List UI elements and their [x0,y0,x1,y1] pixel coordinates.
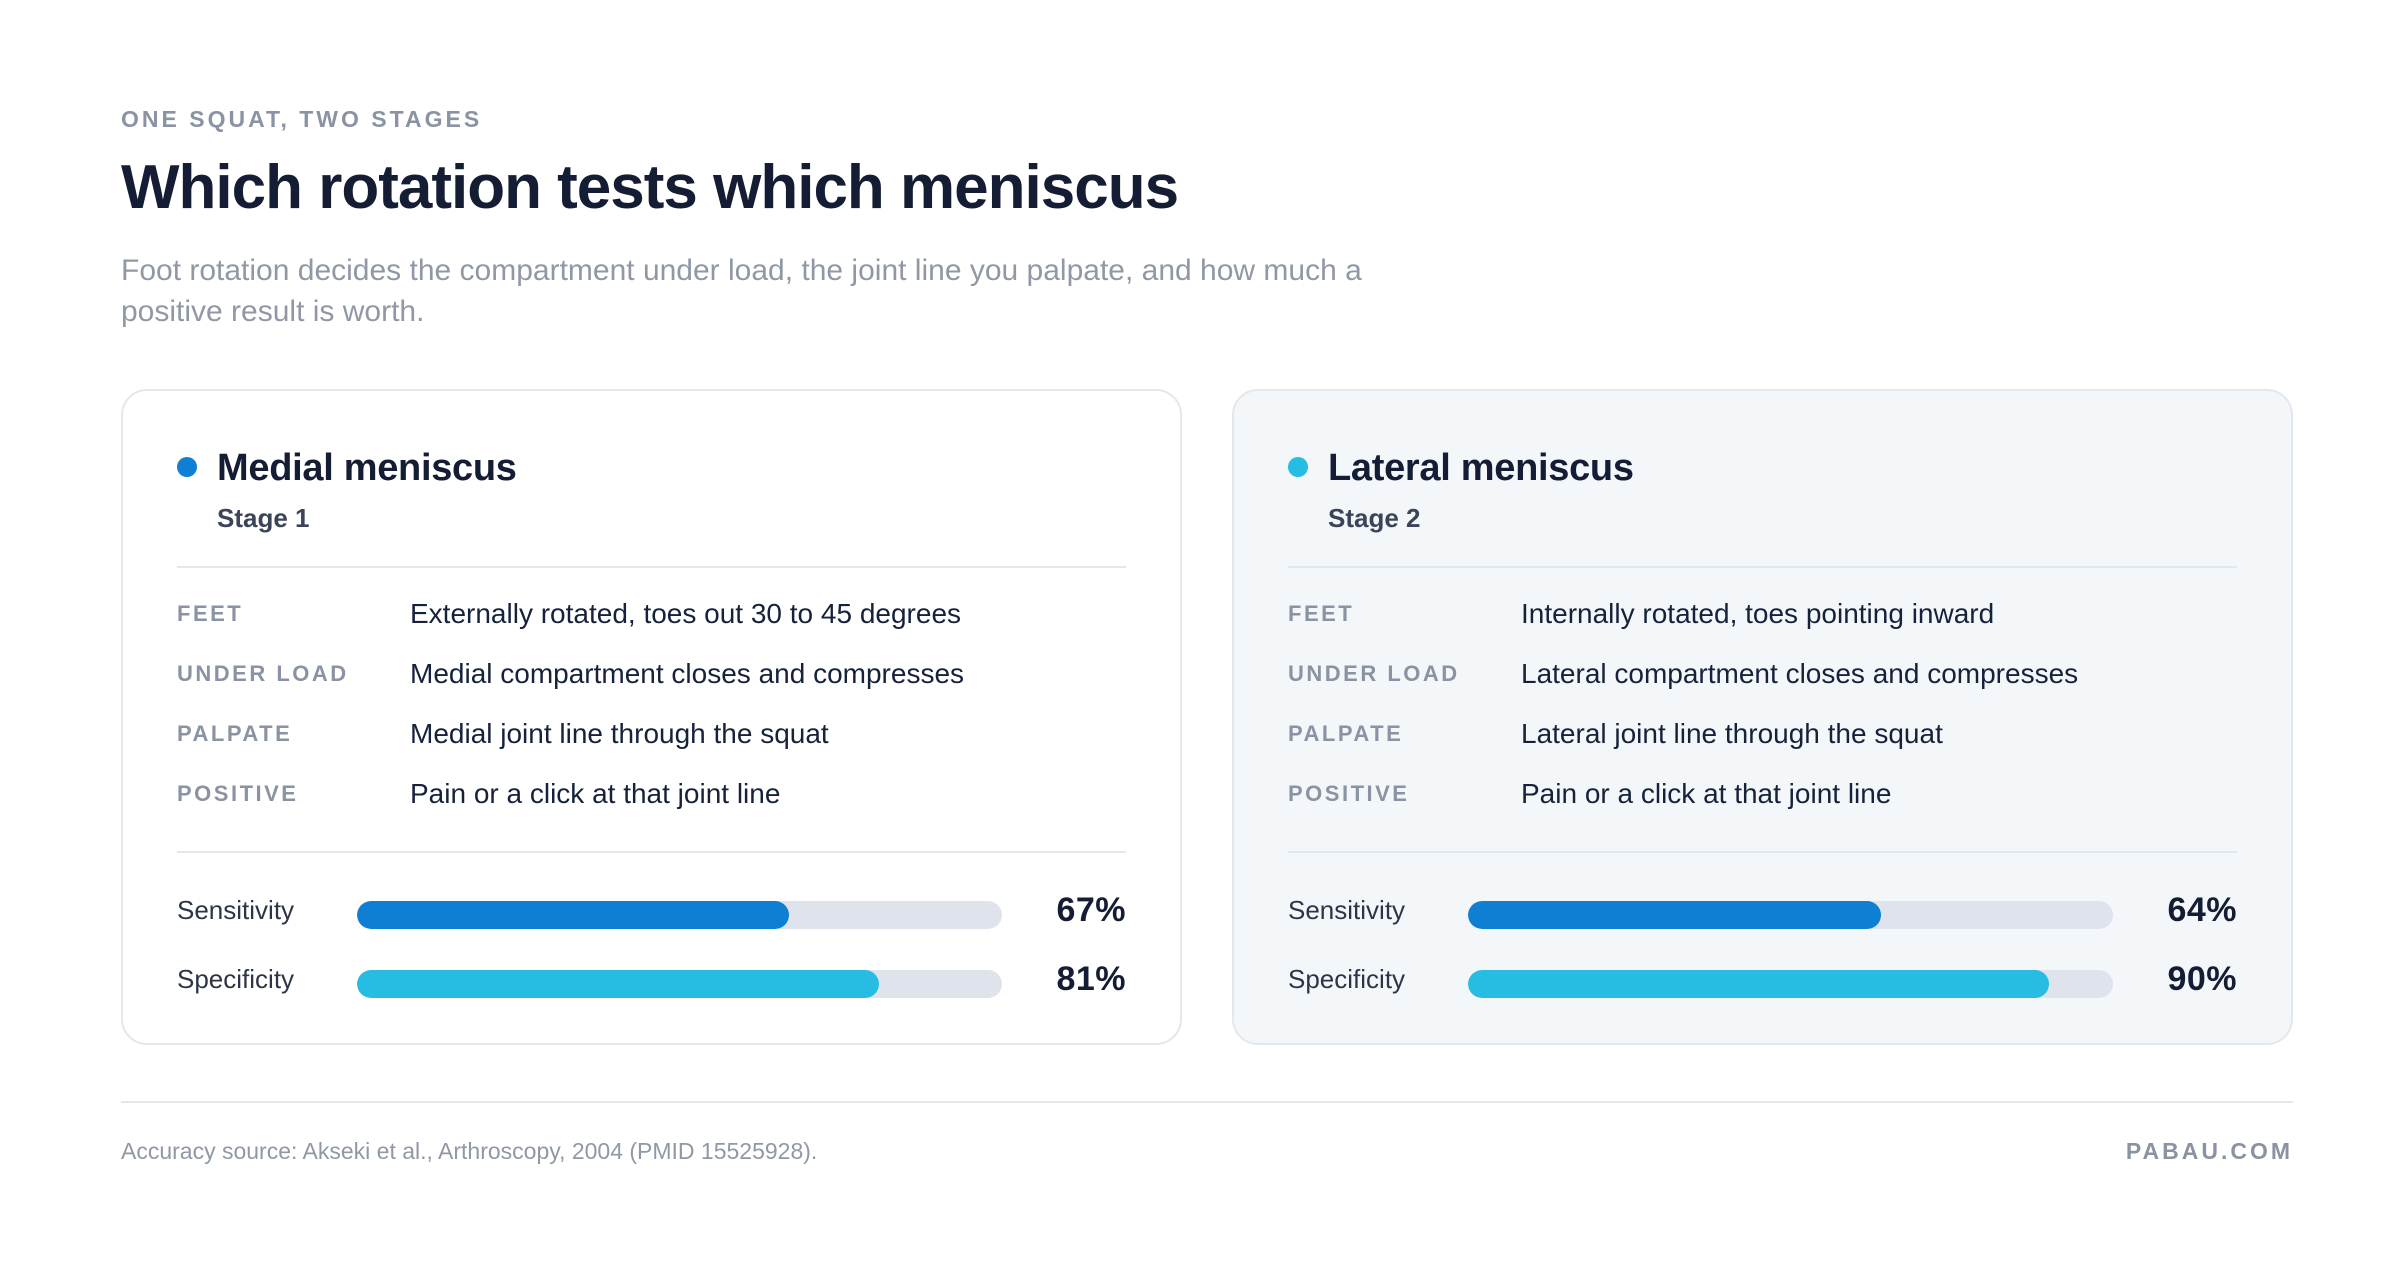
page-title: Which rotation tests which meniscus [121,153,1179,222]
medial-dot-icon [177,457,197,477]
row-label: UNDER LOAD [177,661,349,686]
row-value: Lateral compartment closes and compresse… [1521,658,2079,689]
specificity-metric: Specificity 81% [177,957,1126,1001]
row-under-load: UNDER LOAD Medial compartment closes and… [177,654,1126,694]
row-value: Internally rotated, toes pointing inward [1521,598,1995,629]
sensitivity-bar-track [357,901,1002,929]
row-value: Pain or a click at that joint line [1521,778,1892,809]
row-label: FEET [1288,601,1355,626]
specificity-bar-track [357,970,1002,998]
metric-label: Specificity [1288,964,1406,994]
sensitivity-bar-fill [1468,901,1881,929]
eyebrow: ONE SQUAT, TWO STAGES [121,106,483,132]
row-value: Medial compartment closes and compresses [410,658,965,689]
card-title: Lateral meniscus [1328,447,1634,489]
metrics: Sensitivity 64% Specificity 90% [1288,853,2237,1043]
metric-label: Specificity [177,964,295,994]
detail-rows: FEET Externally rotated, toes out 30 to … [177,568,1126,853]
source-citation: Accuracy source: Akseki et al., Arthrosc… [121,1138,818,1164]
row-positive: POSITIVE Pain or a click at that joint l… [1288,774,2237,814]
metrics: Sensitivity 67% Specificity 81% [177,853,1126,1043]
row-label: POSITIVE [1288,781,1410,806]
row-value: Externally rotated, toes out 30 to 45 de… [410,598,962,629]
lateral-meniscus-card: Lateral meniscus Stage 2 FEET Internally… [1232,389,2293,1045]
row-feet: FEET Internally rotated, toes pointing i… [1288,594,2237,634]
brand-link[interactable]: PABAU.COM [2125,1138,2293,1164]
row-value: Pain or a click at that joint line [410,778,781,809]
card-stage: Stage 2 [1328,503,1421,533]
sensitivity-bar-fill [357,901,790,929]
lateral-dot-icon [1288,457,1308,477]
page-subtitle: Foot rotation decides the compartment un… [121,254,1362,328]
row-positive: POSITIVE Pain or a click at that joint l… [177,774,1126,814]
specificity-bar-track [1468,970,2113,998]
row-under-load: UNDER LOAD Lateral compartment closes an… [1288,654,2237,694]
metric-value: 67% [1056,891,1126,929]
metric-label: Sensitivity [1288,895,1406,925]
card-stage: Stage 1 [217,503,310,533]
row-label: PALPATE [1288,721,1404,746]
row-feet: FEET Externally rotated, toes out 30 to … [177,594,1126,634]
metric-value: 90% [2167,960,2237,998]
row-value: Medial joint line through the squat [410,718,829,749]
footer-divider [121,1101,2293,1103]
sensitivity-metric: Sensitivity 64% [1288,888,2237,932]
row-label: PALPATE [177,721,293,746]
card-title: Medial meniscus [217,447,517,489]
metric-value: 64% [2167,891,2237,929]
metric-value: 81% [1056,960,1126,998]
metric-label: Sensitivity [177,895,295,925]
row-palpate: PALPATE Medial joint line through the sq… [177,714,1126,754]
row-value: Lateral joint line through the squat [1521,718,1943,749]
row-label: FEET [177,601,244,626]
sensitivity-metric: Sensitivity 67% [177,888,1126,932]
specificity-bar-fill [1468,970,2049,998]
card-header: Lateral meniscus Stage 2 [1288,391,2237,568]
medial-meniscus-card: Medial meniscus Stage 1 FEET Externally … [121,389,1182,1045]
detail-rows: FEET Internally rotated, toes pointing i… [1288,568,2237,853]
card-header: Medial meniscus Stage 1 [177,391,1126,568]
specificity-metric: Specificity 90% [1288,957,2237,1001]
row-palpate: PALPATE Lateral joint line through the s… [1288,714,2237,754]
specificity-bar-fill [357,970,880,998]
sensitivity-bar-track [1468,901,2113,929]
row-label: POSITIVE [177,781,299,806]
row-label: UNDER LOAD [1288,661,1460,686]
